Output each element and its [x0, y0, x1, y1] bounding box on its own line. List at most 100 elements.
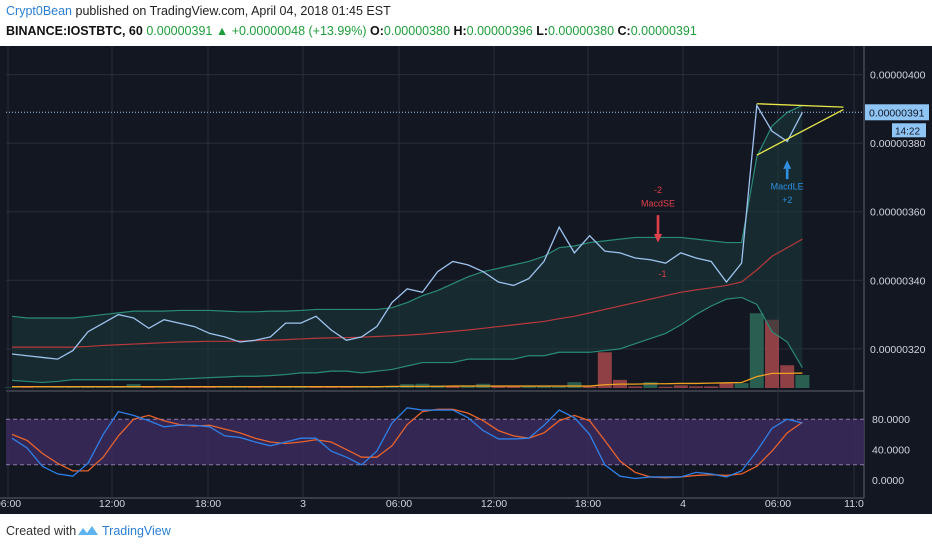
- volume-bar: [461, 385, 475, 388]
- volume-bar: [187, 387, 202, 388]
- author-link[interactable]: Crypt0Bean: [6, 4, 73, 18]
- price-chart[interactable]: -2 MacdSE -1 MacdLE +2 0.00000400 0.00000380 0.…: [0, 46, 932, 514]
- stoch-k-line: [11, 407, 803, 480]
- trend-line-lower: [756, 108, 844, 156]
- volume-bar: [780, 365, 795, 388]
- time-tick-label: 18:00: [195, 498, 221, 510]
- signal-arrow-stem: [656, 215, 660, 234]
- signal-arrow-down-icon: [654, 234, 662, 243]
- time-tick-label: 12:00: [481, 498, 507, 510]
- volume-bar: [597, 352, 612, 388]
- time-tick-label: 12:00: [99, 498, 125, 510]
- volume-bar: [734, 383, 749, 388]
- up-arrow-icon: ▲: [215, 24, 229, 38]
- volume-bar: [582, 386, 597, 388]
- volume-bar: [354, 387, 369, 388]
- volume-bar: [795, 375, 810, 388]
- high-label: H:: [453, 24, 467, 38]
- volume-bar: [20, 387, 35, 388]
- volume-ma-line: [12, 372, 803, 388]
- volume-bar: [537, 385, 551, 388]
- bollinger-upper-line: [11, 104, 803, 319]
- volume-bar: [628, 386, 643, 388]
- volume-bar: [278, 387, 293, 388]
- time-tick-label: 06:00: [765, 498, 791, 510]
- volume-bar: [567, 382, 582, 388]
- created-with-text: Created with: [6, 524, 77, 538]
- volume-bar: [704, 386, 719, 388]
- time-tick-label: 11:0: [844, 498, 864, 510]
- footer: Created with TradingView: [0, 514, 932, 550]
- price-line: [11, 103, 803, 360]
- volume-bar: [643, 382, 658, 388]
- signal-arrow-up-icon: [783, 160, 792, 169]
- high-value: 0.00000396: [466, 24, 533, 38]
- volume-bar: [552, 386, 567, 388]
- volume-bar: [491, 385, 506, 388]
- signal-label-macdle: MacdLE: [771, 181, 804, 191]
- trend-line-upper: [756, 103, 844, 108]
- volume-bar: [309, 387, 323, 388]
- price-tick-label: 0.00000320: [870, 344, 926, 356]
- time-tick-label: 3: [300, 498, 306, 510]
- volume-bar: [689, 386, 703, 388]
- last-price-badge-text: 0.00000391: [869, 107, 925, 119]
- low-label: L:: [536, 24, 548, 38]
- publish-line: Crypt0Bean published on TradingView.com,…: [6, 4, 391, 18]
- price-change: +0.00000048 (+13.99%): [231, 24, 367, 38]
- close-value: 0.00000391: [630, 24, 697, 38]
- moving-average-line: [12, 238, 803, 348]
- time-tick-label: 4: [680, 498, 686, 510]
- signal-arrow-up-stem: [785, 168, 789, 180]
- volume-bar: [324, 387, 339, 388]
- symbol-line: BINANCE:IOSTBTC, 60 0.00000391 ▲ +0.0000…: [6, 24, 697, 38]
- price-tick-label: 0.00000340: [870, 275, 926, 287]
- tradingview-logo-icon: [78, 526, 98, 535]
- volume-bar: [65, 387, 80, 388]
- stoch-tick-label: 80.0000: [872, 414, 910, 426]
- volume-bar: [749, 313, 764, 388]
- volume-bar: [339, 387, 354, 388]
- volume-bar: [157, 387, 171, 388]
- low-value: 0.00000380: [548, 24, 615, 38]
- countdown-badge: [892, 123, 926, 138]
- volume-bar: [445, 385, 460, 388]
- last-price: 0.00000391: [146, 24, 213, 38]
- price-tick-label: 0.00000380: [870, 138, 926, 150]
- stoch-tick-label: 40.0000: [872, 445, 910, 457]
- volume-bar: [765, 319, 779, 388]
- volume-bar: [50, 387, 65, 388]
- last-price-badge: [865, 104, 929, 121]
- stoch-band: [6, 419, 864, 465]
- tradingview-link[interactable]: TradingView: [102, 524, 171, 538]
- chart-area[interactable]: -2 MacdSE -1 MacdLE +2 0.00000400 0.00000380 0.…: [0, 46, 932, 514]
- volume-bar: [719, 383, 734, 388]
- signal-label-macdse: MacdSE: [641, 199, 675, 209]
- bollinger-lower-line: [11, 296, 803, 384]
- price-tick-label: 0.00000400: [870, 70, 926, 82]
- volume-bar: [172, 387, 187, 388]
- time-tick-label: 06:00: [386, 498, 412, 510]
- open-value: 0.00000380: [383, 24, 450, 38]
- volume-bar: [263, 387, 278, 388]
- price-tick-label: 0.00000360: [870, 207, 926, 219]
- stoch-tick-label: 0.0000: [872, 475, 904, 487]
- volume-bar: [521, 385, 536, 388]
- chart-header: Crypt0Bean published on TradingView.com,…: [0, 0, 932, 46]
- volume-bar: [202, 387, 217, 388]
- volume-bar: [217, 387, 232, 388]
- volume-bar: [506, 386, 521, 388]
- time-tick-label: 18:00: [575, 498, 601, 510]
- signal-label-short-count: -2: [654, 185, 662, 195]
- countdown-text: 14:22: [895, 126, 920, 137]
- volume-bar: [658, 386, 673, 388]
- signal-label-long-count: +2: [782, 195, 792, 205]
- symbol-label: BINANCE:IOSTBTC, 60: [6, 24, 143, 38]
- open-label: O:: [370, 24, 384, 38]
- volume-bar: [673, 385, 688, 388]
- volume-bar: [233, 387, 247, 388]
- volume-bar: [141, 387, 156, 388]
- volume-bar: [248, 387, 263, 388]
- publish-info: published on TradingView.com, April 04, …: [72, 4, 391, 18]
- volume-bar: [126, 384, 141, 388]
